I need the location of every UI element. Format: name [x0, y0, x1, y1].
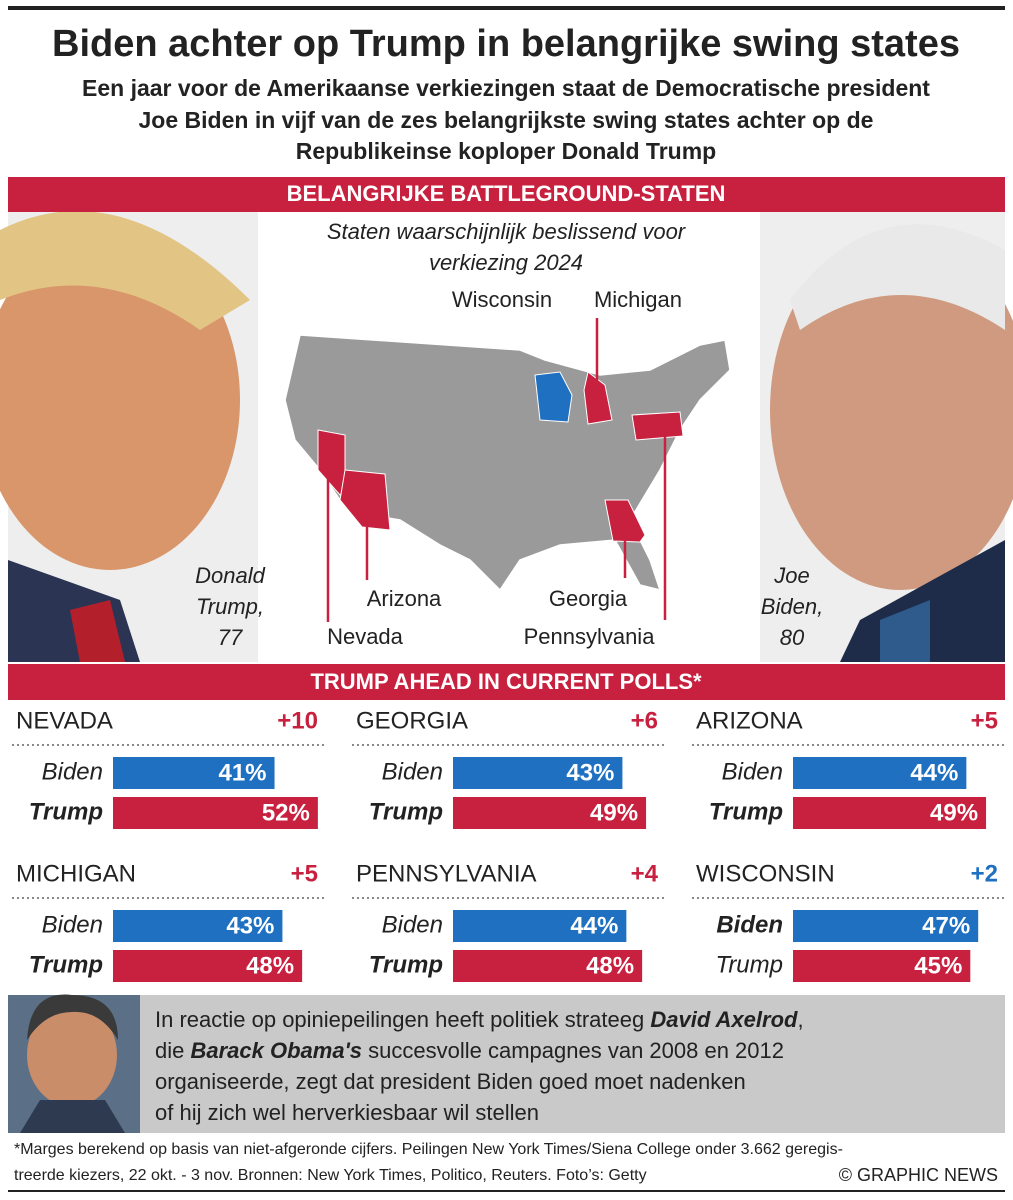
margin-label: +4: [631, 860, 659, 887]
quote-line: die Barack Obama's succesvolle campagnes…: [155, 1038, 784, 1063]
candidate-label: Trump: [369, 951, 443, 978]
margin-label: +5: [291, 860, 318, 887]
subtitle: Joe Biden in vijf van de zes belangrijks…: [139, 107, 874, 133]
state-title: WISCONSIN: [696, 860, 835, 887]
value-label: 43%: [566, 759, 614, 786]
subtitle: Een jaar voor de Amerikaanse verkiezinge…: [82, 75, 930, 101]
candidate-label: Trump: [369, 798, 443, 825]
value-label: 45%: [914, 952, 962, 979]
state-label: Wisconsin: [452, 287, 552, 312]
value-label: 44%: [570, 912, 618, 939]
value-label: 49%: [590, 799, 638, 826]
bar: [793, 950, 971, 982]
person-label: Biden,: [761, 594, 823, 619]
state-title: GEORGIA: [356, 707, 468, 734]
state-label: Pennsylvania: [524, 624, 656, 649]
candidate-label: Trump: [715, 951, 783, 978]
value-label: 49%: [930, 799, 978, 826]
footnote: treerde kiezers, 22 okt. - 3 nov. Bronne…: [14, 1167, 647, 1184]
bar: [113, 910, 283, 942]
state-label: Nevada: [327, 624, 404, 649]
bar: [453, 757, 623, 789]
value-label: 47%: [922, 912, 970, 939]
quote-line: organiseerde, zegt dat president Biden g…: [155, 1069, 746, 1094]
axelrod-photo: [8, 994, 140, 1133]
quote-segment: organiseerde, zegt dat president Biden g…: [155, 1069, 746, 1094]
poll-charts: NEVADA +10 Biden 41% Trump 52% GEORGIA +6 Biden 4…: [12, 707, 1004, 982]
value-label: 48%: [246, 952, 294, 979]
bar: [453, 797, 647, 829]
state-label: Arizona: [367, 586, 442, 611]
person-label: 80: [780, 625, 805, 650]
value-label: 52%: [262, 799, 310, 826]
margin-label: +2: [971, 860, 998, 887]
bottom-rule: [8, 1190, 1005, 1192]
biden-photo: [760, 212, 1013, 662]
quote-segment: die: [155, 1038, 190, 1063]
banner: [8, 664, 1005, 700]
bar: [793, 757, 967, 789]
quote: In reactie op opiniepeilingen heeft poli…: [155, 1007, 804, 1125]
quote-line: In reactie op opiniepeilingen heeft poli…: [155, 1007, 804, 1032]
bar: [793, 797, 987, 829]
bar: [793, 910, 979, 942]
banner-text: BELANGRIJKE BATTLEGROUND-STATEN: [287, 181, 726, 206]
bar: [113, 950, 303, 982]
quote-box: [8, 995, 1005, 1133]
value-label: 44%: [910, 759, 958, 786]
bar: [113, 797, 318, 829]
margin-label: +5: [971, 707, 998, 734]
state-title: MICHIGAN: [16, 860, 136, 887]
value-label: 41%: [218, 759, 266, 786]
map-caption: Staten waarschijnlijk beslissend voor: [327, 219, 687, 244]
us-map: [284, 318, 731, 622]
value-label: 48%: [586, 952, 634, 979]
quote-line: of hij zich wel herverkiesbaar wil stell…: [155, 1100, 539, 1125]
person-label: Joe: [773, 563, 809, 588]
map-caption: verkiezing 2024: [429, 250, 583, 275]
banner: [8, 177, 1005, 212]
state-label: Michigan: [594, 287, 682, 312]
candidate-label: Biden: [382, 758, 443, 785]
candidate-label: Trump: [29, 798, 103, 825]
quote-segment: ,: [797, 1007, 803, 1032]
quote-segment: David Axelrod: [650, 1007, 798, 1032]
candidate-label: Biden: [382, 911, 443, 938]
banner-text: TRUMP AHEAD IN CURRENT POLLS*: [310, 669, 702, 694]
candidate-label: Biden: [42, 758, 103, 785]
state-label: Georgia: [549, 586, 628, 611]
candidate-label: Trump: [29, 951, 103, 978]
top-rule: [8, 6, 1005, 10]
quote-segment: succesvolle campagnes van 2008 en 2012: [362, 1038, 784, 1063]
trump-photo: [0, 211, 258, 662]
value-label: 43%: [226, 912, 274, 939]
footnote: *Marges berekend op basis van niet-afger…: [14, 1141, 843, 1158]
candidate-label: Trump: [709, 798, 783, 825]
credit: © GRAPHIC NEWS: [839, 1165, 998, 1185]
state-title: NEVADA: [16, 707, 113, 734]
bar: [453, 950, 643, 982]
margin-label: +10: [277, 707, 318, 734]
person-label: Donald: [195, 563, 265, 588]
subtitle: Republikeinse koploper Donald Trump: [296, 138, 716, 164]
person-label: 77: [218, 625, 243, 650]
bar: [113, 757, 275, 789]
candidate-label: Biden: [42, 911, 103, 938]
quote-segment: Barack Obama's: [190, 1038, 362, 1063]
bar: [453, 910, 627, 942]
quote-segment: of hij zich wel herverkiesbaar wil stell…: [155, 1100, 539, 1125]
quote-segment: In reactie op opiniepeilingen heeft poli…: [155, 1007, 650, 1032]
state-title: PENNSYLVANIA: [356, 860, 537, 887]
candidate-label: Biden: [722, 758, 783, 785]
title: Biden achter op Trump in belangrijke swi…: [52, 23, 960, 65]
candidate-label: Biden: [716, 911, 783, 938]
person-label: Trump,: [196, 594, 264, 619]
state-title: ARIZONA: [696, 707, 803, 734]
margin-label: +6: [631, 707, 658, 734]
